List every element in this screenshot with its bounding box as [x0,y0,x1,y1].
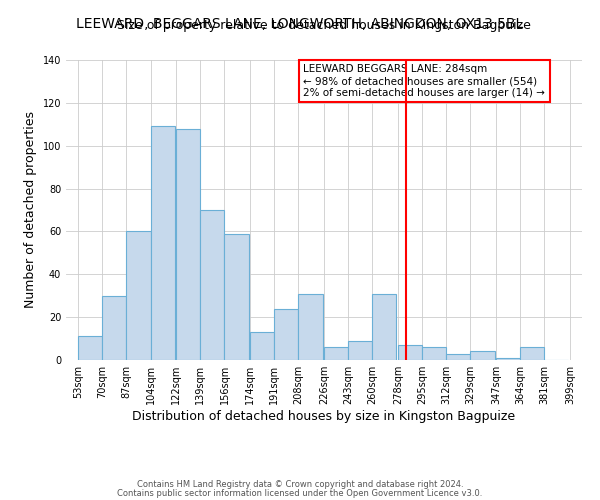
Bar [324,347,348,360]
Bar [250,332,274,360]
Text: LEEWARD, BEGGARS LANE, LONGWORTH, ABINGDON, OX13 5BL: LEEWARD, BEGGARS LANE, LONGWORTH, ABINGD… [76,18,524,32]
Text: Contains HM Land Registry data © Crown copyright and database right 2024.: Contains HM Land Registry data © Crown c… [137,480,463,489]
Bar [102,296,127,360]
Bar [176,128,200,360]
Y-axis label: Number of detached properties: Number of detached properties [24,112,37,308]
Bar [398,345,422,360]
Bar [274,308,298,360]
Bar [298,294,323,360]
Title: Size of property relative to detached houses in Kingston Bagpuize: Size of property relative to detached ho… [117,20,531,32]
Bar [151,126,175,360]
Bar [373,294,397,360]
Bar [496,358,520,360]
Text: Contains public sector information licensed under the Open Government Licence v3: Contains public sector information licen… [118,489,482,498]
Bar [348,340,373,360]
Bar [127,232,151,360]
Bar [470,352,494,360]
Bar [446,354,470,360]
Bar [78,336,102,360]
Bar [520,347,544,360]
X-axis label: Distribution of detached houses by size in Kingston Bagpuize: Distribution of detached houses by size … [133,410,515,423]
Bar [422,347,446,360]
Bar [224,234,248,360]
Text: LEEWARD BEGGARS LANE: 284sqm
← 98% of detached houses are smaller (554)
2% of se: LEEWARD BEGGARS LANE: 284sqm ← 98% of de… [304,64,545,98]
Bar [200,210,224,360]
